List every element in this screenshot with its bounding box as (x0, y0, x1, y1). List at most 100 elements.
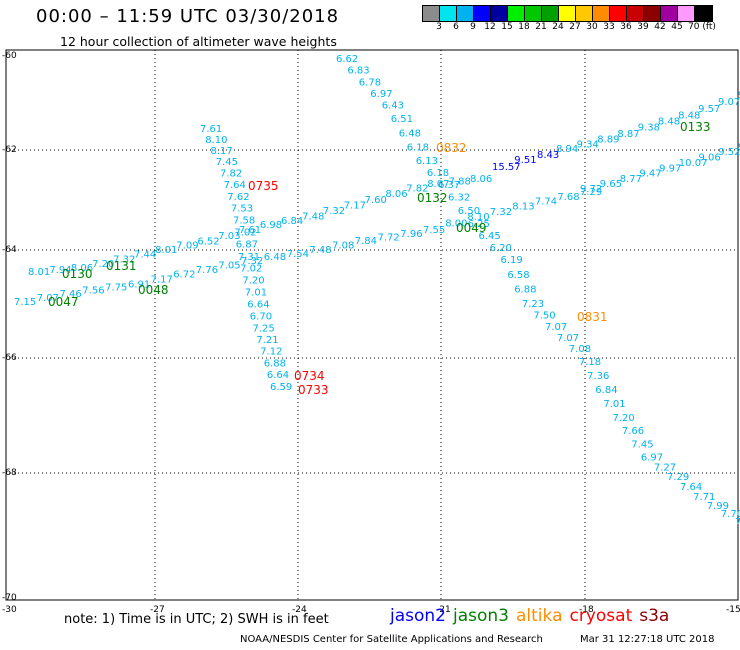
wave-height-label: 9.06 (699, 152, 721, 163)
wave-height-label: 6.25 (468, 219, 490, 230)
wave-height-label: 7.70 (721, 509, 740, 520)
colorbar-swatch (440, 6, 457, 21)
wave-height-label: 6.52 (197, 237, 219, 248)
wave-height-label: 7.50 (533, 310, 555, 321)
wave-height-label: 7.05 (218, 260, 240, 271)
wave-height-label: 8.77 (620, 174, 642, 185)
wave-height-label: 6.32 (448, 193, 470, 204)
wave-height-label: 7.71 (693, 492, 715, 503)
wave-height-label: 6.19 (501, 255, 523, 266)
wave-height-label: 6.84 (595, 385, 617, 396)
wave-height-label: 7.66 (622, 426, 644, 437)
wave-height-label: 7.94 (49, 265, 71, 276)
wave-height-label: 8.43 (537, 150, 559, 161)
wave-height-label: 9.97 (659, 163, 681, 174)
colorbar-swatch (644, 6, 661, 21)
wave-height-label: 6.72 (173, 270, 195, 281)
colorbar-label: 21 (535, 22, 547, 32)
wave-height-label: 7.27 (654, 462, 676, 473)
wave-height-label: 8.48 (678, 111, 700, 122)
credit-text: NOAA/NESDIS Center for Satellite Applica… (240, 634, 543, 645)
pass-time-label: 0735 (248, 179, 279, 193)
wave-height-label: 6.18 (427, 168, 449, 179)
colorbar-swatch (525, 6, 542, 21)
wave-height-label: 7.07 (37, 293, 59, 304)
wave-height-label: 7.17 (344, 200, 366, 211)
longitude-label: -21 (436, 605, 451, 615)
colorbar-label: 36 (620, 22, 632, 32)
wave-height-label: 7.12 (260, 347, 282, 358)
wave-height-label: 7.88 (449, 177, 471, 188)
wave-height-label: 7.55 (423, 225, 445, 236)
colorbar-labels: 3 6 9 12 15 18 21 24 27 30 33 36 39 42 45 70 (ft) (422, 22, 732, 34)
wave-height-label: 7.58 (233, 216, 255, 227)
wave-height-label: 8.17 (211, 146, 233, 157)
wave-height-label: 7.32 (241, 256, 263, 267)
colorbar-label: 42 (654, 22, 666, 32)
longitude-label: -15 (726, 605, 740, 615)
colorbar-label: 12 (484, 22, 496, 32)
pass-time-label: 0131 (106, 259, 137, 273)
wave-height-label: 7.07 (557, 333, 579, 344)
wave-height-label: 9.52 (718, 147, 740, 158)
wave-height-label: 8.94 (556, 144, 578, 155)
wave-height-label: 8.06 (385, 189, 407, 200)
wave-height-label: 7.08 (332, 241, 354, 252)
wave-height-label: 9.72 (580, 184, 602, 195)
map-border (5, 49, 739, 601)
wave-height-label: 8.06 (470, 174, 492, 185)
colorbar-swatch (491, 6, 508, 21)
wave-height-label: 7.23 (522, 299, 544, 310)
colorbar-swatch (474, 6, 491, 21)
wave-height-label: 6.97 (370, 89, 392, 100)
wave-height-label: 7.01 (245, 288, 267, 299)
wave-height-label: 9 (738, 90, 740, 101)
longitude-label: -27 (150, 605, 165, 615)
wave-height-label: 7.76 (196, 265, 218, 276)
wave-height-label: 8.10 (205, 135, 227, 146)
pass-time-label: 0132 (417, 191, 448, 205)
colorbar-label: 30 (586, 22, 598, 32)
colorbar-label: 6 (453, 22, 459, 32)
legend-item-altika: altika (516, 606, 563, 626)
wave-height-label: 7.29 (580, 187, 602, 198)
pass-time-label: 0832 (436, 141, 467, 155)
wave-height-label: 6.48 (264, 252, 286, 263)
pass-time-label: 0049 (456, 221, 487, 235)
wave-height-label: 8.07 (427, 179, 449, 190)
satellite-legend: jason2 jason3 altika cryosat s3a (390, 606, 676, 626)
latitude-label: -64 (2, 245, 17, 255)
wave-height-label: 6.64 (267, 370, 289, 381)
wave-height-label: 7.53 (231, 204, 253, 215)
colorbar-label: 39 (637, 22, 649, 32)
wave-height-label: 8.01 (28, 267, 50, 278)
colorbar-swatch (610, 6, 627, 21)
colorbar-swatch (457, 6, 474, 21)
colorbar-swatch (661, 6, 678, 21)
latitude-label: -62 (2, 145, 17, 155)
wave-height-label: 7.25 (253, 324, 275, 335)
longitude-label: -18 (579, 605, 594, 615)
wave-height-label: 6.64 (247, 300, 269, 311)
wave-height-label: 6.78 (359, 77, 381, 88)
wave-height-label: 9.34 (577, 139, 599, 150)
wave-height-label: 7.99 (707, 501, 729, 512)
note-text: note: 1) Time is in UTC; 2) SWH is in fe… (64, 612, 329, 627)
wave-height-colorbar (422, 5, 713, 22)
wave-height-label: 7.20 (92, 259, 114, 270)
wave-height-label: 7.54 (287, 249, 309, 260)
wave-height-label: 6.84 (281, 216, 303, 227)
wave-height-label: 8.48 (658, 117, 680, 128)
colorbar-swatch (423, 6, 440, 21)
wave-height-label: 8.87 (617, 129, 639, 140)
wave-height-label: 9 (738, 142, 740, 153)
pass-time-label: 0048 (138, 283, 169, 297)
wave-height-label: 6.48 (399, 128, 421, 139)
wave-height-label: 7.29 (667, 472, 689, 483)
wave-height-label: 7.32 (490, 207, 512, 218)
wave-height-label: 8.06 (71, 263, 93, 274)
colorbar-swatch (627, 6, 644, 21)
wave-height-label: 6.20 (490, 243, 512, 254)
